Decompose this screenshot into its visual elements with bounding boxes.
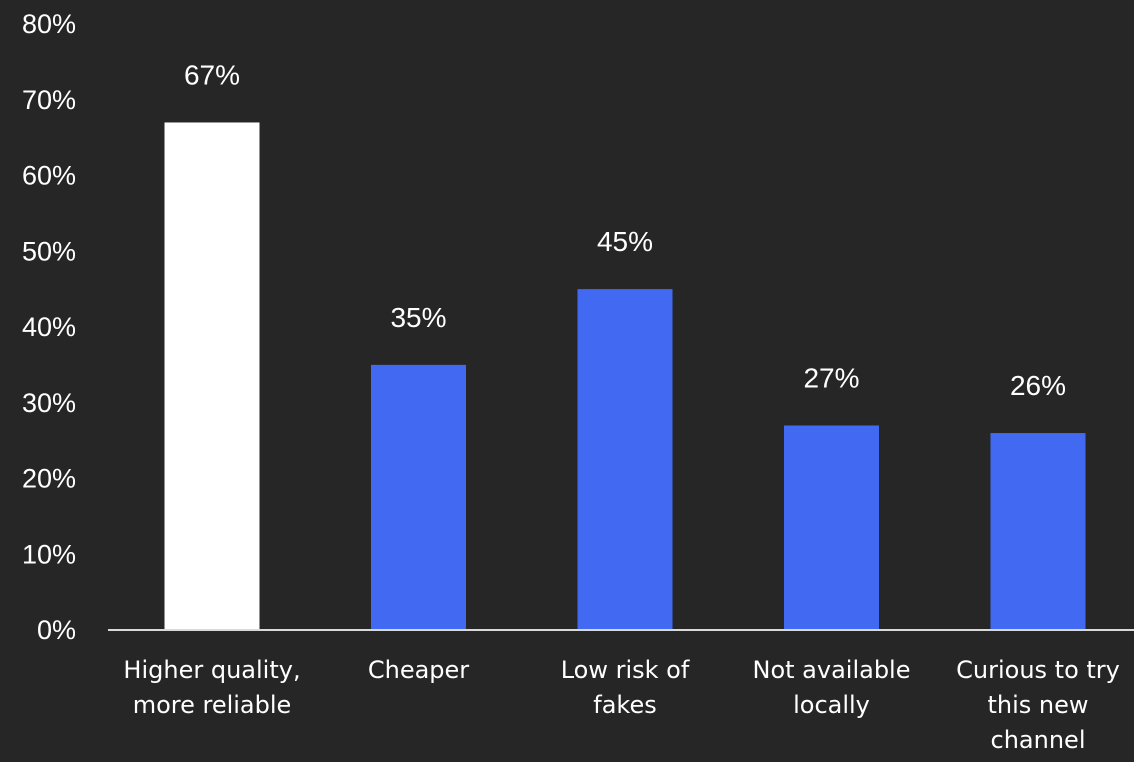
y-tick-label: 20% (22, 464, 76, 494)
category-label-line: Curious to try (956, 656, 1120, 684)
bars (164, 122, 1086, 630)
category-label: Low risk of fakes (561, 656, 690, 719)
category-label-line: Higher quality, (123, 656, 300, 684)
bar (577, 289, 673, 630)
bar (784, 425, 879, 630)
data-label: 67% (184, 59, 240, 90)
category-label-line: this new (987, 691, 1088, 719)
data-label: 27% (803, 362, 859, 393)
data-label: 26% (1010, 370, 1066, 401)
bar (990, 433, 1086, 630)
y-tick-label: 50% (22, 236, 76, 266)
category-label-line: Not available (752, 656, 910, 684)
category-label: Curious to try this new channel (956, 656, 1120, 754)
bar (164, 122, 260, 630)
y-tick-label: 70% (22, 85, 76, 115)
data-label: 35% (390, 302, 446, 333)
category-label-line: more reliable (133, 691, 292, 719)
y-tick-label: 30% (22, 388, 76, 418)
y-tick-label: 40% (22, 312, 76, 342)
y-tick-label: 60% (22, 161, 76, 191)
y-axis-ticks: 0% 10% 20% 30% 40% 50% 60% 70% 80% (22, 9, 76, 645)
data-label: 45% (597, 226, 653, 257)
category-label-line: Cheaper (368, 656, 469, 684)
category-label: Not available locally (752, 656, 910, 719)
category-label-line: Low risk of (561, 656, 690, 684)
category-label: Cheaper (368, 656, 469, 684)
y-tick-label: 10% (22, 539, 76, 569)
category-label-line: channel (991, 726, 1086, 754)
category-label: Higher quality, more reliable (123, 656, 300, 719)
bar (371, 364, 466, 630)
category-label-line: fakes (593, 691, 656, 719)
y-tick-label: 80% (22, 9, 76, 39)
data-labels: 67% 35% 45% 27% 26% (184, 59, 1066, 401)
category-labels: Higher quality, more reliable Cheaper Low r… (123, 656, 1119, 754)
y-tick-label: 0% (37, 615, 76, 645)
category-label-line: locally (793, 691, 870, 719)
